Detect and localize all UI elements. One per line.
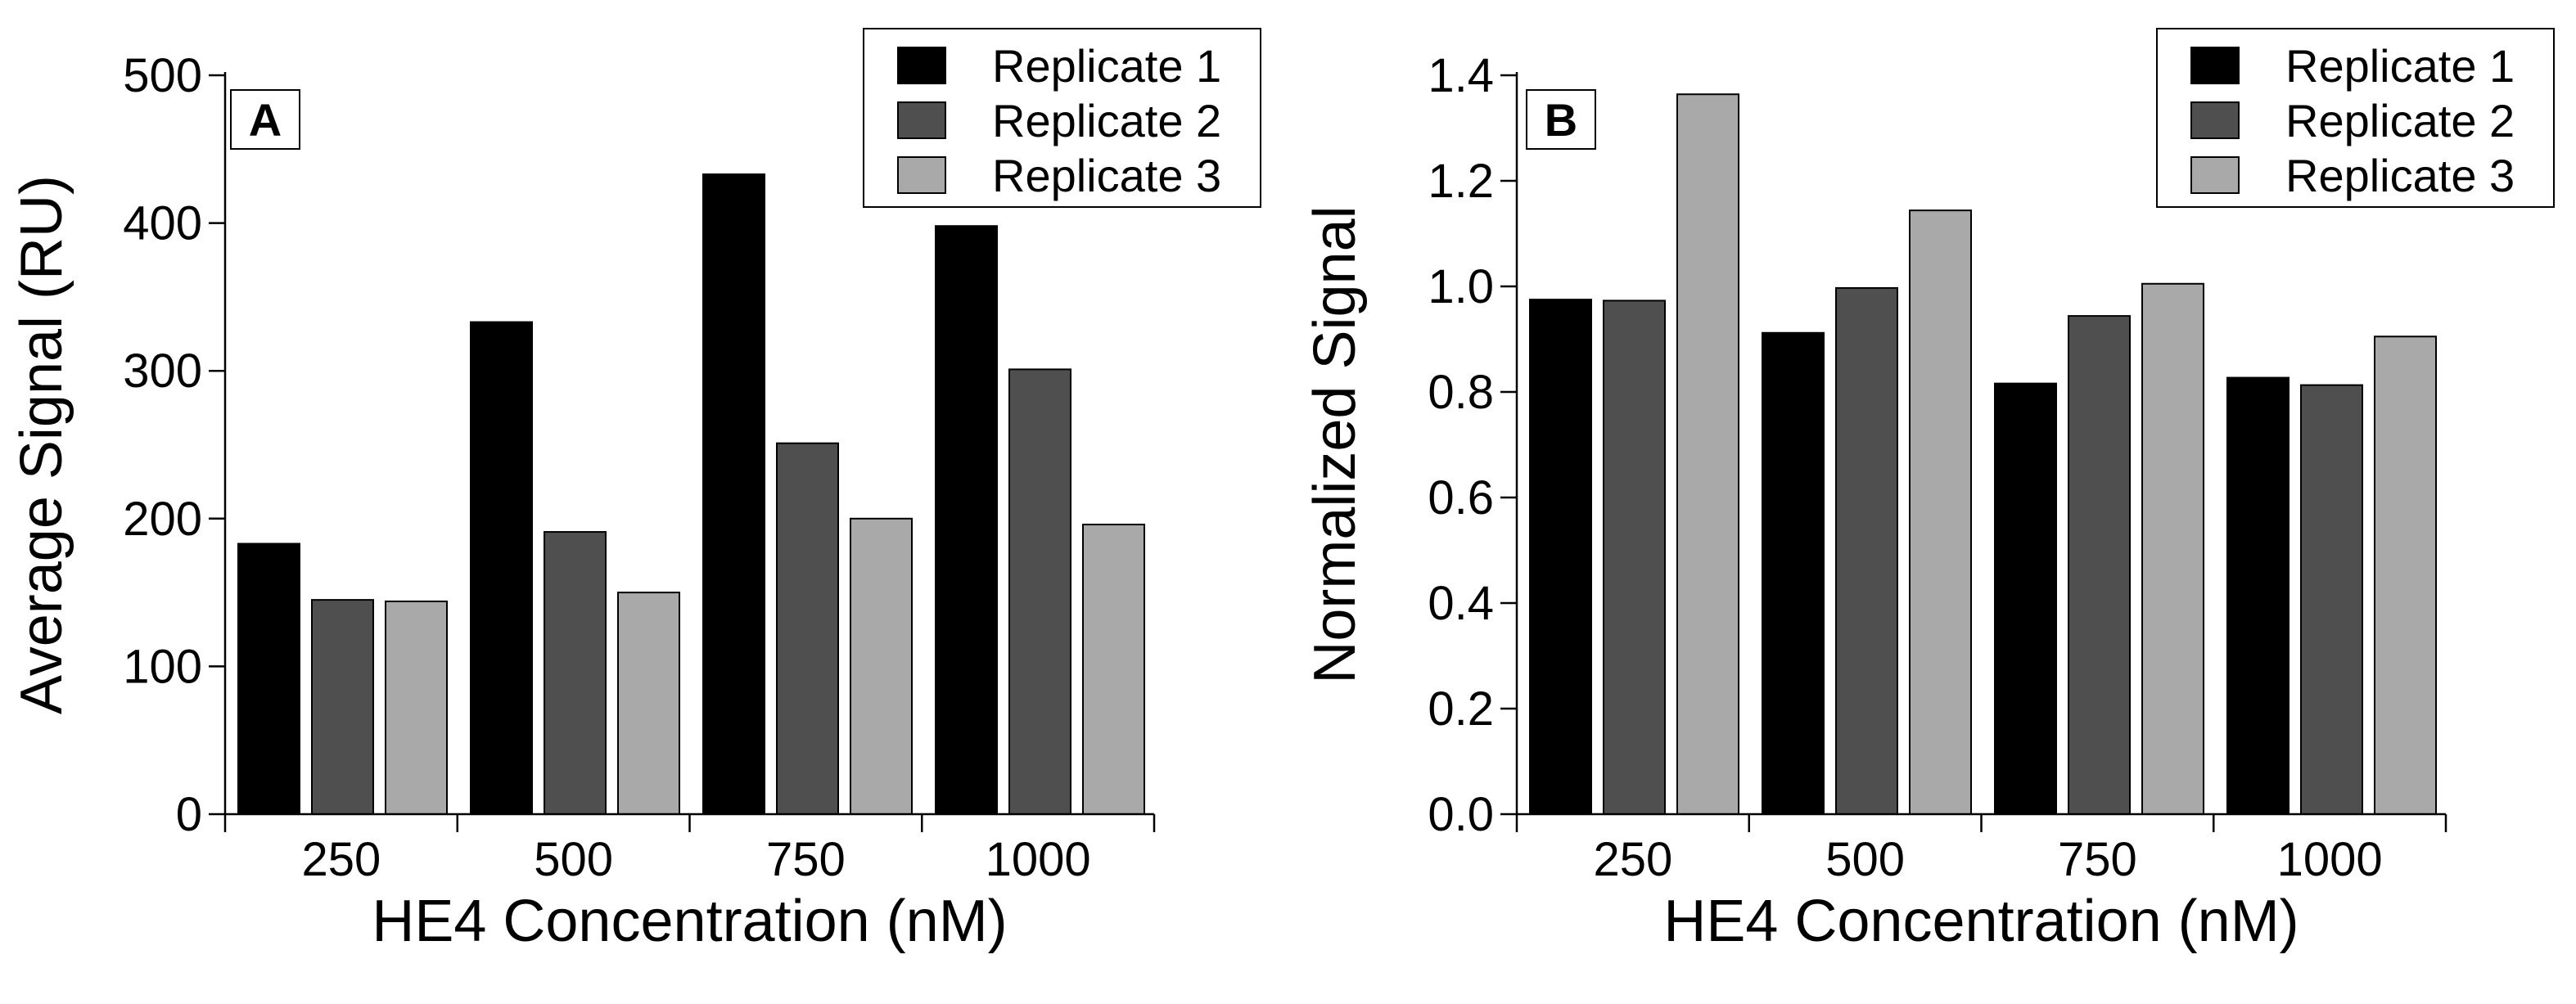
y-tick-label: 0.8 bbox=[1428, 366, 1494, 419]
legend-swatch-replicate-1 bbox=[2190, 47, 2240, 84]
legend-swatch-replicate-3 bbox=[2190, 156, 2240, 194]
panel-letter-box bbox=[230, 89, 300, 150]
y-tick-label: 200 bbox=[123, 493, 202, 546]
bar-250-replicate-3 bbox=[1676, 93, 1739, 816]
y-tick-label: 1.2 bbox=[1428, 155, 1494, 208]
chart-panel-b: 0.0 0.2 0.4 0.6 0.8 1.0 1.2 1.4 250 500 750 1000HE4… bbox=[1302, 28, 2555, 954]
y-tick-label: 400 bbox=[123, 197, 202, 250]
y-axis-title: Normalized Signal bbox=[1302, 205, 1368, 683]
bar-750-replicate-2 bbox=[2068, 315, 2131, 815]
legend-swatch-replicate-2 bbox=[2190, 101, 2240, 139]
bar-250-replicate-2 bbox=[311, 599, 374, 815]
legend-label-replicate-1: Replicate 1 bbox=[2285, 40, 2515, 92]
bar-750-replicate-1 bbox=[702, 173, 765, 815]
y-tick-label: 1.4 bbox=[1428, 49, 1494, 102]
legend-swatch-replicate-1 bbox=[897, 47, 946, 84]
bar-750-replicate-2 bbox=[776, 442, 839, 815]
x-tick-label: 250 bbox=[301, 833, 381, 886]
bar-500-replicate-2 bbox=[1835, 286, 1898, 815]
legend-label-replicate-3: Replicate 3 bbox=[992, 150, 1221, 201]
bar-1000-replicate-3 bbox=[1082, 524, 1145, 815]
bar-500-replicate-3 bbox=[617, 592, 680, 815]
legend-label-replicate-1: Replicate 1 bbox=[992, 40, 1221, 92]
bar-500-replicate-3 bbox=[1909, 209, 1972, 815]
panel-letter: B bbox=[1545, 94, 1577, 146]
legend-swatch-replicate-3 bbox=[897, 156, 946, 194]
y-tick-label: 300 bbox=[123, 344, 202, 398]
x-tick-label: 750 bbox=[766, 833, 846, 886]
bar-750-replicate-3 bbox=[850, 517, 913, 815]
x-tick-label: 1000 bbox=[2277, 833, 2383, 886]
bar-500-replicate-1 bbox=[470, 321, 533, 815]
bar-250-replicate-2 bbox=[1603, 299, 1666, 816]
legend-label-replicate-2: Replicate 2 bbox=[2285, 95, 2515, 146]
x-axis-title: HE4 Concentration (nM) bbox=[1663, 889, 2299, 954]
panel-letter: A bbox=[249, 94, 282, 146]
y-tick-label: 0.4 bbox=[1428, 577, 1494, 630]
y-tick-label: 0.0 bbox=[1428, 788, 1494, 841]
x-tick-label: 1000 bbox=[986, 833, 1091, 886]
bar-500-replicate-1 bbox=[1762, 331, 1825, 815]
y-tick-label: 0.6 bbox=[1428, 471, 1494, 525]
legend-swatch-replicate-2 bbox=[897, 101, 946, 139]
bar-250-replicate-3 bbox=[385, 600, 448, 815]
legend-label-replicate-3: Replicate 3 bbox=[2285, 150, 2515, 201]
bar-1000-replicate-3 bbox=[2374, 335, 2437, 815]
y-tick-label: 100 bbox=[123, 640, 202, 693]
bar-1000-replicate-2 bbox=[1008, 368, 1071, 816]
bar-1000-replicate-1 bbox=[935, 225, 998, 816]
x-axis-title: HE4 Concentration (nM) bbox=[372, 889, 1007, 954]
y-tick-label: 0 bbox=[176, 788, 202, 841]
x-tick-label: 500 bbox=[1825, 833, 1905, 886]
y-tick-label: 500 bbox=[123, 49, 202, 102]
bar-1000-replicate-2 bbox=[2300, 384, 2363, 815]
bar-250-replicate-1 bbox=[237, 543, 300, 815]
bar-1000-replicate-1 bbox=[2226, 376, 2290, 815]
x-tick-label: 250 bbox=[1593, 833, 1672, 886]
y-tick-label: 0.2 bbox=[1428, 682, 1494, 736]
bar-500-replicate-2 bbox=[544, 531, 607, 816]
bar-250-replicate-1 bbox=[1529, 299, 1592, 815]
y-tick-label: 1.0 bbox=[1428, 260, 1494, 313]
panel-letter-box bbox=[1526, 89, 1596, 150]
y-axis-title: Average Signal (RU) bbox=[9, 175, 74, 714]
legend-label-replicate-2: Replicate 2 bbox=[992, 95, 1221, 146]
x-tick-label: 500 bbox=[534, 833, 613, 886]
bar-750-replicate-3 bbox=[2141, 282, 2204, 815]
bar-750-replicate-1 bbox=[1994, 382, 2057, 815]
x-tick-label: 750 bbox=[2058, 833, 2137, 886]
